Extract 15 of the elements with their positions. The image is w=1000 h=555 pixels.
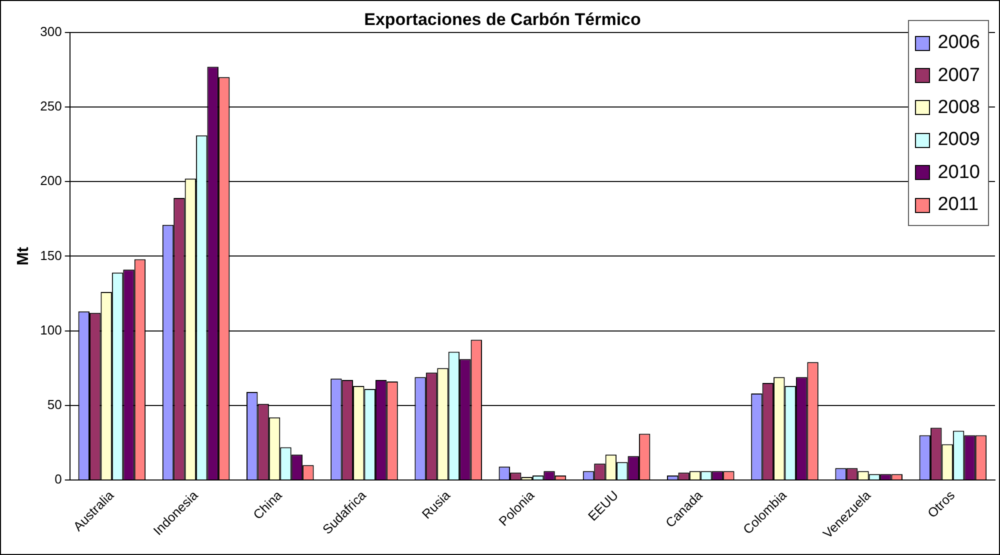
y-tick-label: 50 <box>47 397 62 412</box>
legend-label: 2008 <box>938 96 980 119</box>
legend-label: 2006 <box>938 32 980 54</box>
y-tick-label: 100 <box>40 322 62 338</box>
y-tick-label: 200 <box>40 173 62 188</box>
y-axis-title: Mt <box>15 246 32 266</box>
y-tick-label: 300 <box>40 24 62 39</box>
y-tick-label: 0 <box>54 472 62 487</box>
legend-label: 2011 <box>938 194 979 216</box>
legend-label: 2009 <box>938 129 980 152</box>
y-tick-label: 250 <box>40 98 62 114</box>
legend-label: 2010 <box>938 162 980 184</box>
y-tick-label: 150 <box>40 248 62 263</box>
legend-label: 2007 <box>938 64 980 87</box>
chart-title: Exportaciones de Carbón Térmico <box>364 10 641 29</box>
